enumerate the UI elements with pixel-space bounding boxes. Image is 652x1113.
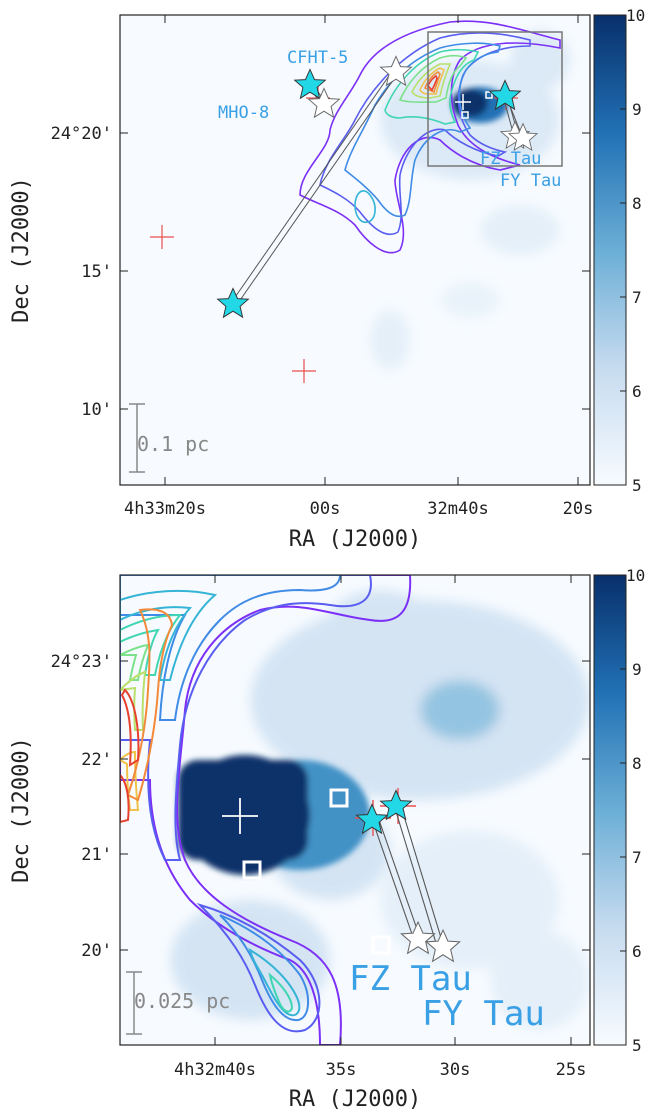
cb-tick: 5 — [632, 476, 642, 495]
bottom-ticks — [120, 575, 590, 1045]
top-xtick: 4h33m20s — [124, 499, 206, 519]
label-mho: MHO-8 — [218, 103, 269, 123]
top-xtick: 20s — [563, 499, 594, 519]
top-square-marker — [485, 91, 493, 99]
top-square-marker — [461, 111, 469, 119]
bottom-core-cross — [222, 798, 258, 834]
cb-tick: 6 — [632, 382, 642, 401]
cb-tick: 7 — [632, 848, 642, 867]
bottom-ytick: 22' — [81, 750, 112, 770]
cb-tick: 8 — [632, 754, 642, 773]
cb-tick: 7 — [632, 288, 642, 307]
bottom-square-marker — [242, 860, 262, 880]
label-fz-tau: FZ Tau — [349, 959, 472, 999]
top-ticks — [120, 15, 590, 485]
label-fy-tau: FY Tau — [500, 171, 561, 191]
cb-tick: 5 — [632, 1036, 642, 1055]
bottom-scale-label: 0.025 pc — [134, 989, 230, 1013]
bottom-square-marker — [329, 788, 349, 808]
top-ytick: 15' — [81, 262, 112, 282]
bottom-xtick: 35s — [326, 1060, 357, 1080]
bottom-colorbar: 5 6 7 8 9 10 — [593, 566, 645, 1055]
label-fy-tau: FY Tau — [422, 994, 545, 1034]
bottom-ylabel: Dec (J2000) — [9, 737, 34, 883]
bottom-panel: FZ Tau FY Tau 0.025 pc 4h32m40s 35s 30s … — [9, 574, 591, 1112]
bottom-contours — [120, 575, 412, 1045]
top-core-cross — [455, 94, 471, 110]
bottom-xtick: 25s — [556, 1060, 587, 1080]
bottom-xtick: 4h32m40s — [174, 1060, 256, 1080]
top-scale-label: 0.1 pc — [137, 432, 209, 456]
bottom-xtick: 30s — [440, 1060, 471, 1080]
top-ytick: 24°20' — [51, 124, 112, 144]
bottom-scale-bar — [126, 971, 142, 1035]
bottom-xlabel: RA (J2000) — [289, 1087, 421, 1112]
label-fz-tau: FZ Tau — [480, 149, 541, 169]
cb-tick: 9 — [632, 660, 642, 679]
top-ytick: 10' — [81, 400, 112, 420]
bottom-ytick: 24°23' — [51, 652, 112, 672]
cb-tick: 8 — [632, 194, 642, 213]
top-panel: CFHT-5 MHO-8 FZ Tau FY Tau 0.1 pc 4h33m2… — [9, 14, 594, 552]
label-cfht: CFHT-5 — [287, 48, 348, 68]
cb-tick: 6 — [632, 942, 642, 961]
top-xlabel: RA (J2000) — [289, 527, 421, 552]
top-xtick: 00s — [310, 499, 341, 519]
bottom-ytick: 20' — [81, 941, 112, 961]
cb-tick: 10 — [626, 566, 645, 585]
bottom-square-marker — [371, 935, 391, 955]
bottom-ytick: 21' — [81, 845, 112, 865]
cb-tick: 9 — [632, 100, 642, 119]
top-scale-bar — [129, 403, 145, 473]
top-colorbar: 5 6 7 8 9 10 — [593, 6, 645, 495]
bottom-motion-lines — [371, 802, 443, 944]
top-xtick: 32m40s — [427, 499, 488, 519]
top-ylabel: Dec (J2000) — [9, 177, 34, 323]
top-heatmap: CFHT-5 MHO-8 FZ Tau FY Tau 0.1 pc — [129, 20, 570, 473]
cb-tick: 10 — [626, 6, 645, 25]
bottom-heatmap: FZ Tau FY Tau 0.025 pc — [120, 575, 590, 1045]
zoom-box — [427, 31, 563, 167]
